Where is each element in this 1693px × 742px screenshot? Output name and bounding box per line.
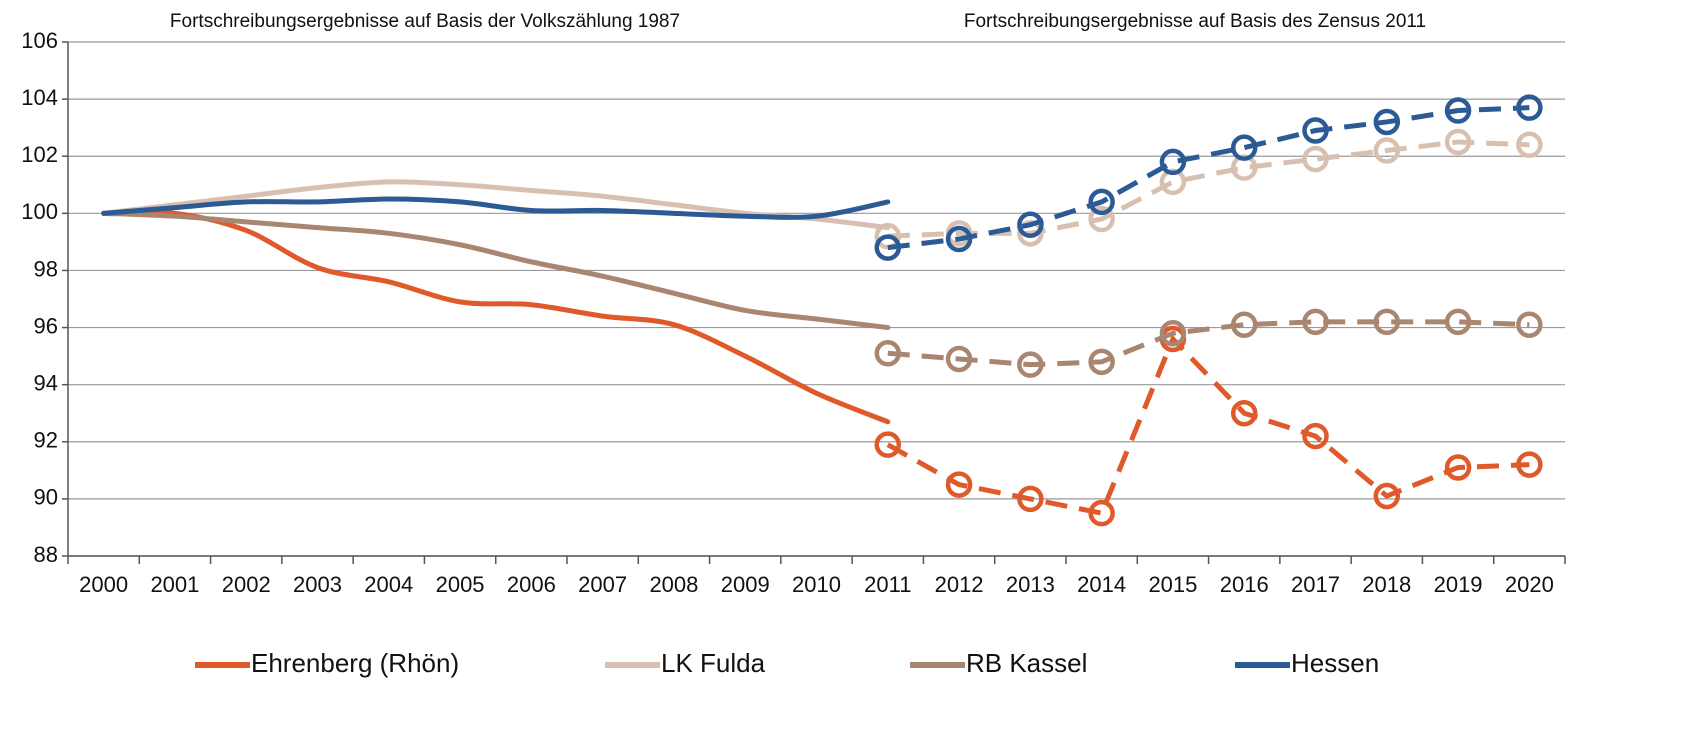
annotation: Fortschreibungsergebnisse auf Basis des … — [964, 11, 1426, 32]
x-tick-label: 2002 — [222, 572, 271, 597]
data-point — [1444, 128, 1472, 156]
series-line-dashed — [887, 105, 1530, 251]
x-tick-label: 2020 — [1505, 572, 1554, 597]
data-point — [945, 225, 973, 253]
x-tick-label: 2017 — [1291, 572, 1340, 597]
x-tick-label: 2015 — [1148, 572, 1197, 597]
data-point — [1159, 320, 1187, 347]
x-tick-label: 2008 — [649, 572, 698, 597]
y-tick-label: 106 — [21, 28, 58, 53]
data-point — [874, 431, 902, 458]
x-tick-label: 2007 — [578, 572, 627, 597]
data-point — [1373, 137, 1401, 164]
x-tick-label: 2011 — [864, 572, 911, 597]
y-tick-label: 92 — [34, 428, 58, 453]
data-point — [1373, 308, 1401, 336]
y-tick-label: 104 — [21, 85, 58, 110]
data-point — [1302, 145, 1329, 173]
data-point — [1516, 451, 1543, 478]
series-line — [101, 196, 891, 220]
data-point — [1516, 311, 1543, 338]
series-line — [101, 210, 891, 331]
data-point — [1230, 134, 1258, 161]
series-line-dashed — [886, 334, 1530, 517]
data-point — [1444, 97, 1472, 124]
y-tick-label: 98 — [34, 256, 58, 281]
x-tick-label: 2013 — [1006, 572, 1055, 597]
x-tick-label: 2010 — [792, 572, 841, 597]
y-tick-label: 96 — [34, 313, 58, 338]
legend-label: LK Fulda — [661, 648, 766, 678]
x-tick-label: 2000 — [79, 572, 128, 597]
data-point — [1088, 499, 1115, 527]
x-tick-label: 2014 — [1077, 572, 1126, 597]
data-point — [1302, 308, 1329, 336]
x-tick-label: 2003 — [293, 572, 342, 597]
data-point — [1088, 205, 1115, 233]
data-point — [874, 234, 902, 261]
x-tick-label: 2005 — [436, 572, 485, 597]
data-point — [1017, 211, 1044, 239]
y-tick-label: 90 — [34, 485, 58, 510]
y-tick-label: 94 — [34, 370, 58, 395]
data-point — [1017, 351, 1044, 378]
data-point — [1088, 348, 1115, 376]
data-point — [1159, 148, 1187, 176]
annotation: Fortschreibungsergebnisse auf Basis der … — [170, 11, 680, 32]
data-point — [1516, 131, 1543, 159]
data-point — [1230, 311, 1258, 338]
data-point — [945, 471, 973, 498]
data-point — [1017, 485, 1044, 513]
x-tick-label: 2012 — [935, 572, 984, 597]
x-tick-label: 2004 — [364, 572, 413, 597]
data-point — [1373, 482, 1401, 510]
x-tick-label: 2018 — [1362, 572, 1411, 597]
legend-label: Ehrenberg (Rhön) — [251, 648, 459, 678]
x-tick-label: 2009 — [721, 572, 770, 597]
x-tick-label: 2001 — [150, 572, 199, 597]
y-tick-label: 102 — [21, 142, 58, 167]
legend-label: Hessen — [1291, 648, 1379, 678]
data-point — [945, 345, 973, 373]
y-tick-label: 100 — [21, 199, 58, 224]
y-tick-label: 88 — [34, 542, 58, 567]
data-point — [1444, 308, 1472, 336]
data-point — [874, 340, 902, 367]
data-point — [1088, 188, 1115, 216]
data-point — [1373, 108, 1401, 136]
x-tick-label: 2019 — [1434, 572, 1483, 597]
data-point — [1302, 117, 1329, 144]
data-point — [1302, 422, 1329, 450]
x-tick-label: 2016 — [1220, 572, 1269, 597]
data-point — [1444, 454, 1472, 481]
series-line-dashed — [887, 319, 1530, 368]
x-tick-label: 2006 — [507, 572, 556, 597]
data-point — [1230, 399, 1258, 427]
legend-label: RB Kassel — [966, 648, 1087, 678]
data-point — [1516, 94, 1543, 121]
series-line — [101, 209, 891, 425]
